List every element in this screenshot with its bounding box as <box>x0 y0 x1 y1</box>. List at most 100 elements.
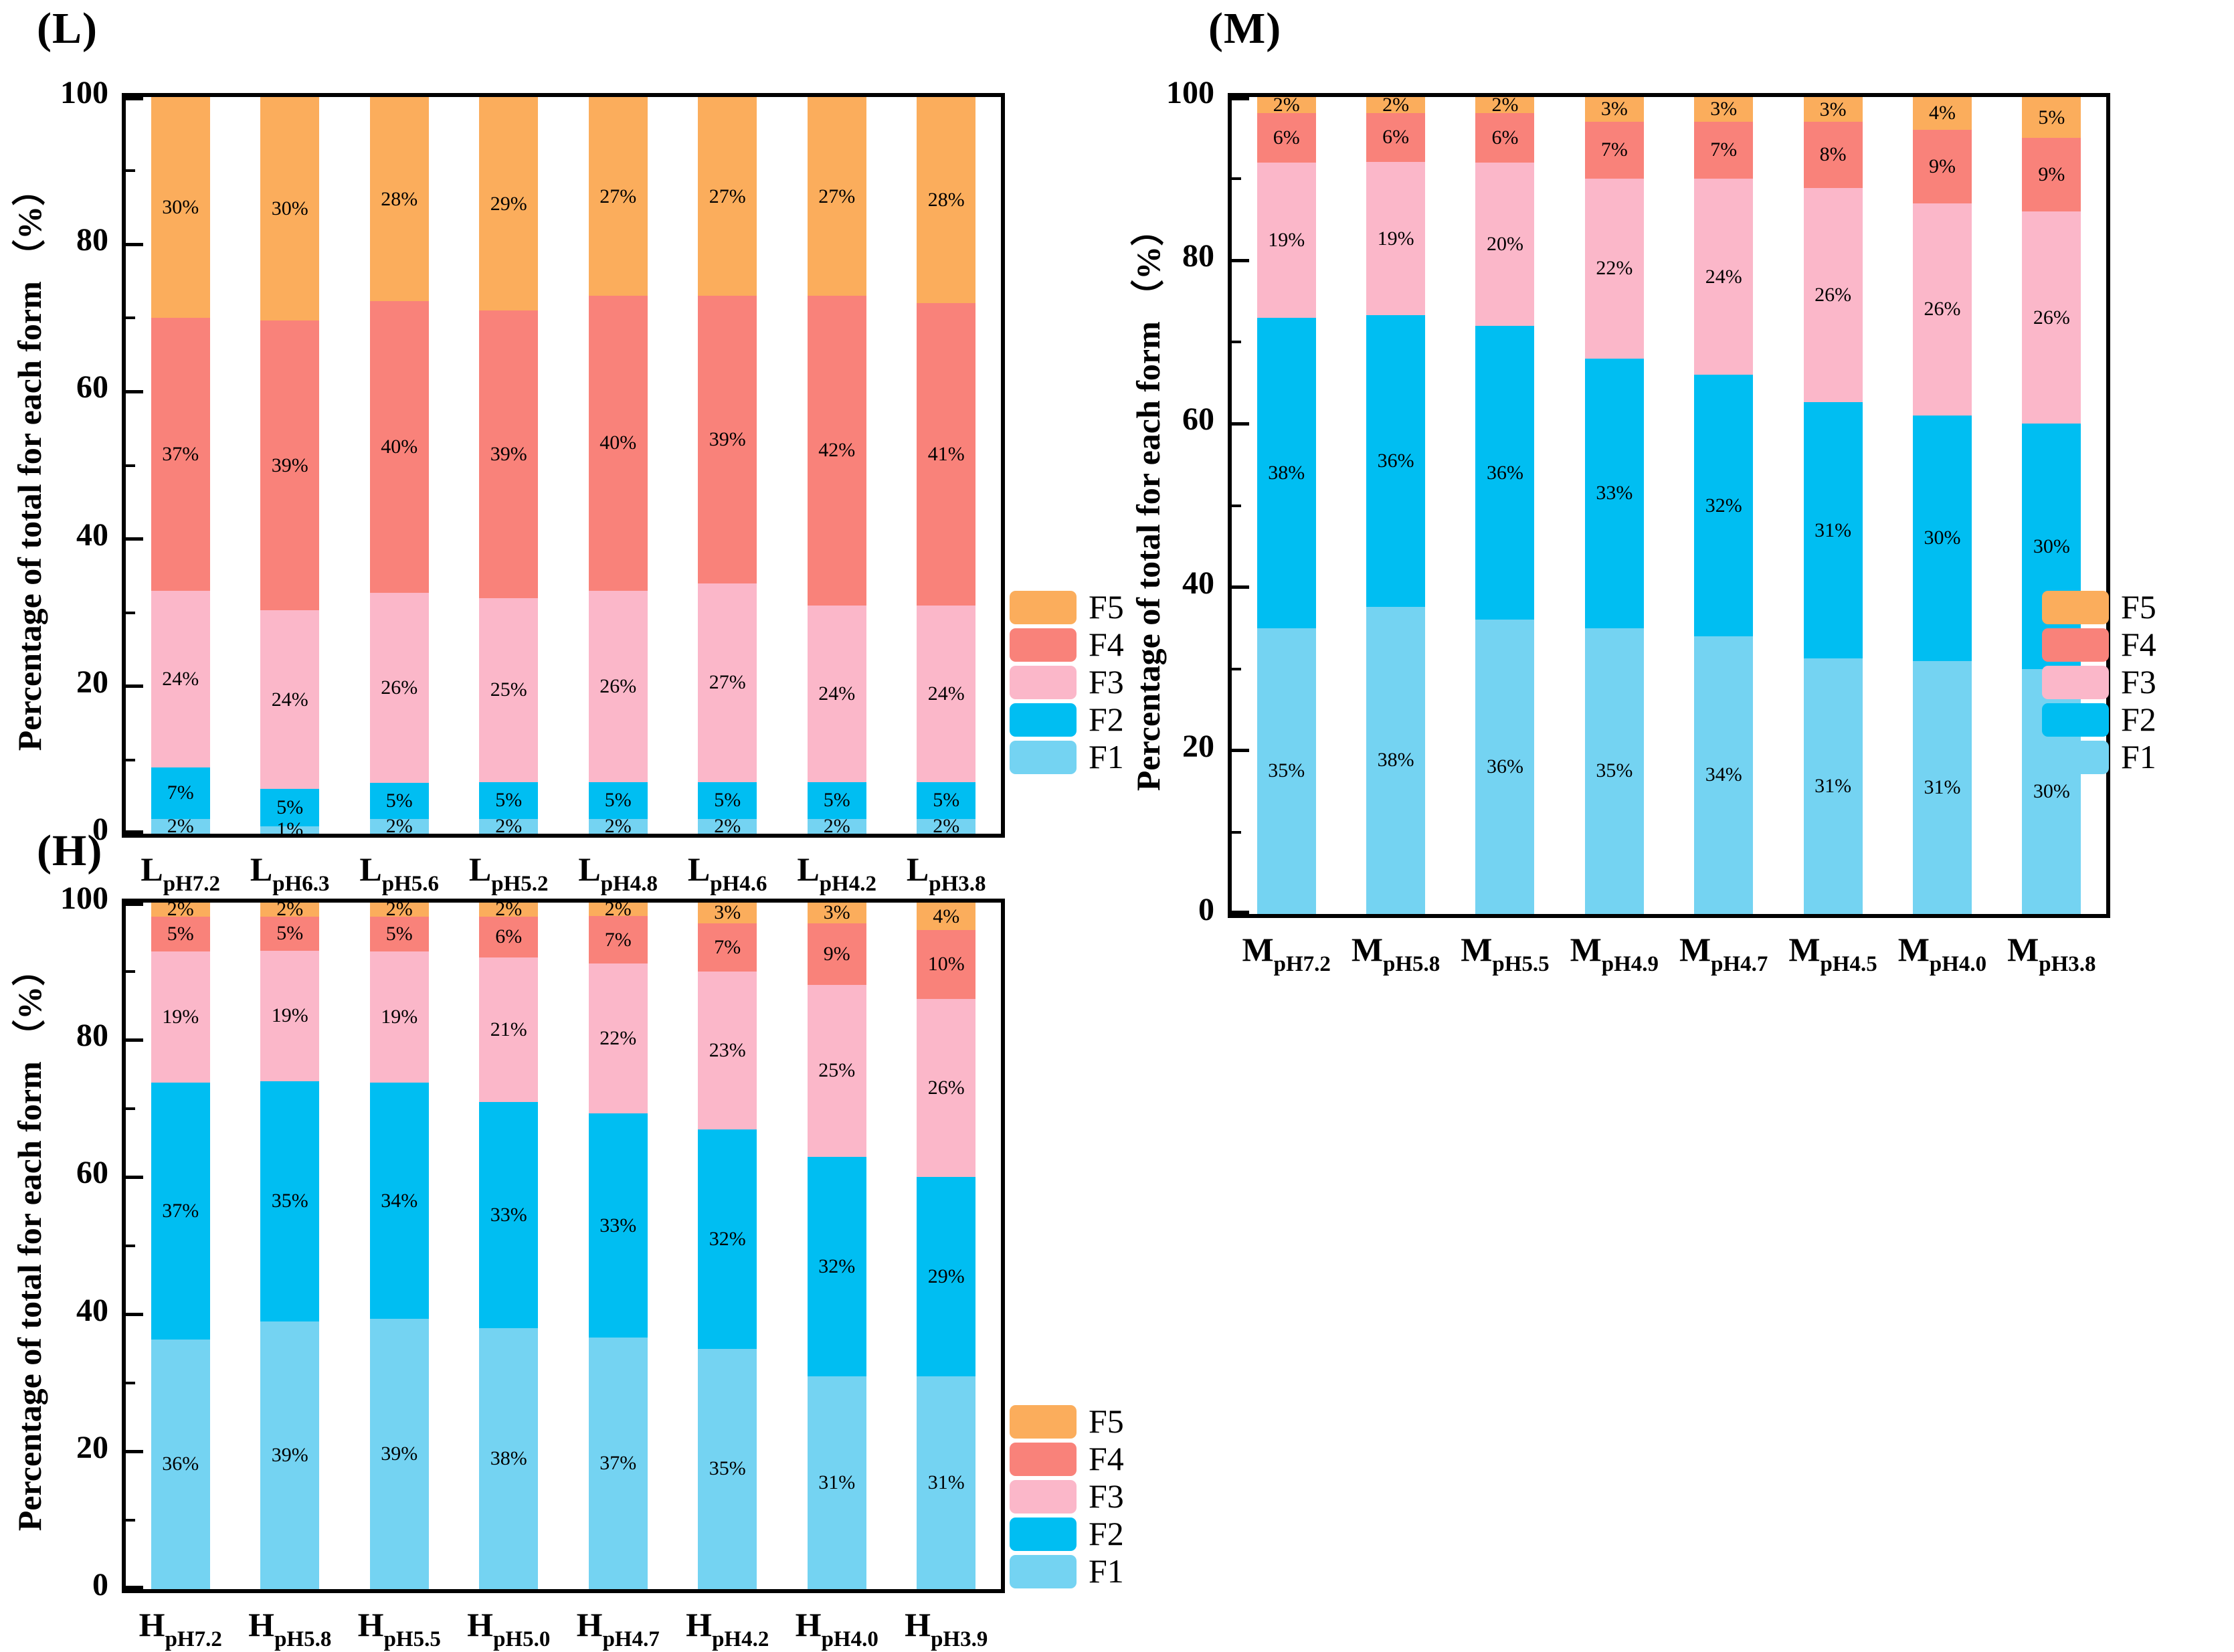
y-tick-major-H <box>126 1450 143 1454</box>
bar-segment-F1 <box>151 818 210 834</box>
bar-segment-F1 <box>260 826 320 834</box>
bar-segment-F3 <box>588 963 648 1113</box>
bar-value-label-F1: 36% <box>162 1453 199 1475</box>
bar-value-label-F5: 27% <box>599 185 637 207</box>
bar-value-label-F3: 26% <box>1924 298 1961 320</box>
y-tick-minor-L <box>126 758 135 761</box>
bar-segment-F3 <box>1803 187 1863 403</box>
bar-segment-F4 <box>588 916 648 964</box>
bar-segment-F3 <box>151 951 210 1083</box>
x-label-prefix: H <box>576 1606 603 1643</box>
bar-value-label-F1: 31% <box>818 1471 856 1493</box>
bar-segment-F1 <box>1366 606 1426 914</box>
bar-value-label-F3: 26% <box>2033 306 2070 329</box>
bar-segment-F4 <box>698 923 757 972</box>
bar-segment-F4 <box>1366 113 1426 162</box>
y-tick-major-M <box>1232 422 1249 426</box>
bar-value-label-F4: 7% <box>1710 139 1738 161</box>
bar-segment-F4 <box>151 916 210 951</box>
bar-segment-F2 <box>260 789 320 826</box>
x-label-prefix: M <box>1679 931 1711 968</box>
y-tick-label-H: 20 <box>76 1429 108 1465</box>
bar-value-label-F4: 5% <box>385 922 413 945</box>
bar-value-label-F2: 33% <box>490 1203 527 1226</box>
bar-segment-F3 <box>479 598 539 782</box>
bar-value-label-F2: 5% <box>933 789 960 812</box>
bar-segment-F2 <box>1912 416 1972 661</box>
bar-segment-F5 <box>2022 97 2081 139</box>
x-label-subscript: pH3.8 <box>2039 952 2096 976</box>
bar-value-label-F2: 5% <box>823 789 850 812</box>
bar-value-label-F5: 27% <box>818 185 856 207</box>
y-tick-major-M <box>1232 97 1249 100</box>
bar-segment-F2 <box>807 782 866 819</box>
x-label-prefix: H <box>138 1606 165 1643</box>
bar-value-label-F3: 23% <box>709 1038 746 1061</box>
y-tick-minor-H <box>126 970 135 973</box>
y-tick-major-L <box>126 97 143 100</box>
y-tick-label-M: 20 <box>1182 728 1214 764</box>
x-label-subscript: pH7.2 <box>163 872 221 896</box>
bar-H-pH4.2 <box>698 903 757 1589</box>
legend-swatch-F3-L <box>1010 666 1077 699</box>
bar-segment-F5 <box>151 97 210 318</box>
bar-value-label-F1: 2% <box>495 814 523 837</box>
x-label-M-pH4.0: MpH4.0 <box>1869 930 2016 977</box>
bar-segment-F5 <box>1803 97 1863 122</box>
legend-label-F1-M: F1 <box>2121 738 2156 775</box>
legend-swatch-F5-H <box>1010 1405 1077 1439</box>
bar-value-label-F5: 5% <box>2038 106 2065 128</box>
bar-segment-F1 <box>1694 636 1754 914</box>
x-label-subscript: pH5.8 <box>1383 952 1440 976</box>
bar-segment-F2 <box>369 1083 429 1319</box>
bar-value-label-F5: 3% <box>1600 98 1628 120</box>
x-label-subscript: pH5.2 <box>491 872 549 896</box>
bar-value-label-F1: 35% <box>1596 759 1633 782</box>
bar-value-label-F2: 31% <box>1814 519 1852 541</box>
x-label-M-pH3.8: MpH3.8 <box>1978 930 2125 977</box>
bar-value-label-F5: 2% <box>167 898 194 921</box>
legend-label-F3-M: F3 <box>2121 663 2156 701</box>
legend-swatch-F2-H <box>1010 1518 1077 1551</box>
bar-value-label-F1: 2% <box>167 814 194 837</box>
bar-segment-F2 <box>917 782 976 819</box>
x-label-subscript: pH4.2 <box>712 1627 769 1651</box>
x-label-prefix: M <box>1570 931 1602 968</box>
bar-M-pH4.0 <box>1912 97 1972 914</box>
bar-value-label-F3: 22% <box>1596 257 1633 280</box>
bar-segment-F2 <box>588 782 648 819</box>
bar-value-label-F2: 37% <box>162 1200 199 1222</box>
bar-value-label-F4: 6% <box>1491 126 1519 149</box>
x-label-M-pH5.8: MpH5.8 <box>1322 930 1469 977</box>
x-label-subscript: pH5.6 <box>381 872 440 896</box>
x-label-subscript: pH4.7 <box>1711 952 1768 976</box>
y-tick-label-M: 0 <box>1198 892 1214 927</box>
x-label-L-pH6.3: LpH6.3 <box>216 850 363 897</box>
x-label-subscript: pH5.5 <box>1492 952 1550 976</box>
bar-segment-F1 <box>1475 620 1535 914</box>
x-label-prefix: M <box>1242 931 1274 968</box>
bar-value-label-F5: 2% <box>276 898 304 921</box>
bar-M-pH4.5 <box>1803 97 1863 914</box>
legend-swatch-F4-M <box>2042 628 2109 662</box>
bar-H-pH7.2 <box>151 903 210 1589</box>
bar-segment-F4 <box>260 320 320 611</box>
x-label-subscript: pH5.5 <box>383 1627 441 1651</box>
bar-value-label-F4: 37% <box>162 443 199 465</box>
bar-value-label-F3: 25% <box>490 678 527 701</box>
bar-value-label-F2: 5% <box>604 789 632 812</box>
legend-label-F3-L: F3 <box>1089 663 1124 701</box>
bar-H-pH5.5 <box>369 903 429 1589</box>
legend-label-F2-M: F2 <box>2121 701 2156 738</box>
x-label-prefix: H <box>905 1606 931 1643</box>
bar-value-label-F3: 24% <box>162 667 199 690</box>
bar-segment-F3 <box>1366 161 1426 316</box>
bar-segment-F1 <box>588 818 648 834</box>
y-tick-minor-H <box>126 1245 135 1247</box>
bar-M-pH7.2 <box>1256 97 1316 914</box>
y-axis-title-L: Percentage of total for each form （%） <box>11 172 48 751</box>
bar-value-label-F2: 7% <box>167 782 194 804</box>
bar-segment-F5 <box>369 97 429 302</box>
bar-segment-F4 <box>807 296 866 606</box>
legend-swatch-F1-M <box>2042 741 2109 774</box>
